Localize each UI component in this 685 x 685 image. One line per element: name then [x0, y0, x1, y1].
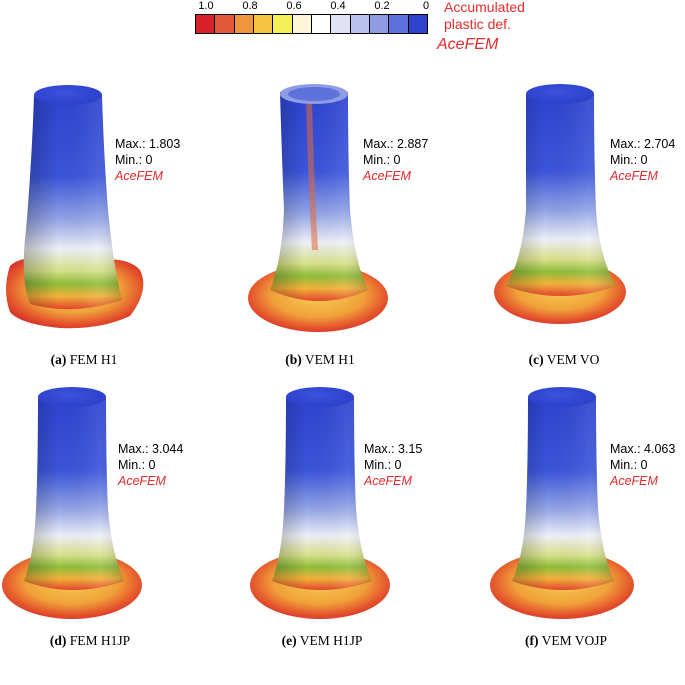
legend-swatch [215, 15, 235, 33]
legend-swatch [234, 15, 254, 33]
stats-block: Max.: 3.044 Min.: 0 AceFEM [118, 441, 183, 489]
caption-name: VEM H1 [304, 352, 355, 367]
panel-c: Max.: 2.704 Min.: 0 AceFEM (c) VEM VO [456, 80, 684, 380]
caption-name: VEM VO [546, 352, 600, 367]
legend-swatch [196, 15, 216, 33]
panel-f: Max.: 4.063 Min.: 0 AceFEM (f) VEM VOJP [456, 385, 684, 685]
legend-swatch [389, 15, 409, 33]
legend-tick: 0.4 [330, 0, 346, 12]
legend-swatch [311, 15, 332, 33]
legend-title-line2: plastic def. [444, 16, 511, 32]
specimen-shape [6, 85, 144, 329]
brand-label: AceFEM [364, 474, 412, 488]
legend-swatch [408, 15, 427, 33]
min-value: Min.: 0 [115, 153, 153, 167]
max-value: Max.: 3.15 [364, 442, 423, 456]
brand-label: AceFEM [363, 169, 411, 183]
color-legend: 1.0 0.8 0.6 0.4 0.2 0 [192, 0, 437, 40]
caption-name: VEM VOJP [541, 633, 608, 648]
brand-label: AceFEM [610, 169, 658, 183]
specimen-shape [248, 84, 388, 332]
legend-color-bar [195, 14, 428, 34]
panel-caption: (f) VEM VOJP [452, 633, 680, 649]
caption-tag: (e) [281, 633, 297, 648]
max-value: Max.: 1.803 [115, 137, 181, 151]
legend-swatch [369, 15, 390, 33]
legend-ticks: 1.0 0.8 0.6 0.4 0.2 0 [192, 0, 437, 14]
legend-swatch [350, 15, 370, 33]
stats-block: Max.: 2.704 Min.: 0 AceFEM [610, 136, 675, 184]
specimen-shape [2, 387, 142, 619]
panel-e: Max.: 3.15 Min.: 0 AceFEM (e) VEM H1JP [228, 385, 456, 685]
caption-tag: (f) [524, 633, 539, 648]
panel-caption: (a) FEM H1 [0, 352, 198, 368]
panel-b: Max.: 2.887 Min.: 0 AceFEM (b) VEM H1 [228, 80, 456, 380]
legend-tick: 0.2 [374, 0, 390, 12]
brand-label: AceFEM [118, 474, 166, 488]
caption-tag: (c) [528, 352, 544, 367]
stats-block: Max.: 4.063 Min.: 0 AceFEM [610, 441, 675, 489]
caption-tag: (b) [285, 352, 302, 367]
max-value: Max.: 4.063 [610, 442, 676, 456]
caption-name: FEM H1 [69, 352, 118, 367]
legend-swatch [253, 15, 274, 33]
brand-label: AceFEM [115, 169, 163, 183]
legend-tick: 0.6 [286, 0, 302, 12]
panel-caption: (e) VEM H1JP [208, 633, 436, 649]
panel-caption: (c) VEM VO [450, 352, 678, 368]
min-value: Min.: 0 [118, 458, 156, 472]
stats-block: Max.: 1.803 Min.: 0 AceFEM [115, 136, 180, 184]
legend-swatch [292, 15, 312, 33]
legend-swatch [273, 15, 293, 33]
legend-title-line1: Accumulated [444, 0, 525, 15]
legend-brand: AceFEM [437, 36, 499, 53]
panel-a: Max.: 1.803 Min.: 0 AceFEM (a) FEM H1 [0, 80, 228, 380]
panel-caption: (d) FEM H1JP [0, 633, 204, 649]
max-value: Max.: 2.887 [363, 137, 429, 151]
specimen-shape [250, 387, 390, 619]
legend-tick: 0 [422, 0, 430, 12]
caption-tag: (a) [50, 352, 67, 367]
panel-d: Max.: 3.044 Min.: 0 AceFEM (d) FEM H1JP [0, 385, 228, 685]
legend-tick: 0.8 [242, 0, 258, 12]
max-value: Max.: 3.044 [118, 442, 184, 456]
specimen-shape [494, 84, 626, 324]
min-value: Min.: 0 [364, 458, 402, 472]
min-value: Min.: 0 [610, 153, 648, 167]
min-value: Min.: 0 [363, 153, 401, 167]
caption-name: VEM H1JP [299, 633, 363, 648]
min-value: Min.: 0 [610, 458, 648, 472]
max-value: Max.: 2.704 [610, 137, 676, 151]
legend-swatch [331, 15, 351, 33]
caption-name: FEM H1JP [69, 633, 131, 648]
stats-block: Max.: 2.887 Min.: 0 AceFEM [363, 136, 428, 184]
caption-tag: (d) [49, 633, 67, 648]
specimen-shape [490, 387, 634, 619]
panel-caption: (b) VEM H1 [206, 352, 434, 368]
legend-tick: 1.0 [198, 0, 214, 12]
stats-block: Max.: 3.15 Min.: 0 AceFEM [364, 441, 422, 489]
brand-label: AceFEM [610, 474, 658, 488]
